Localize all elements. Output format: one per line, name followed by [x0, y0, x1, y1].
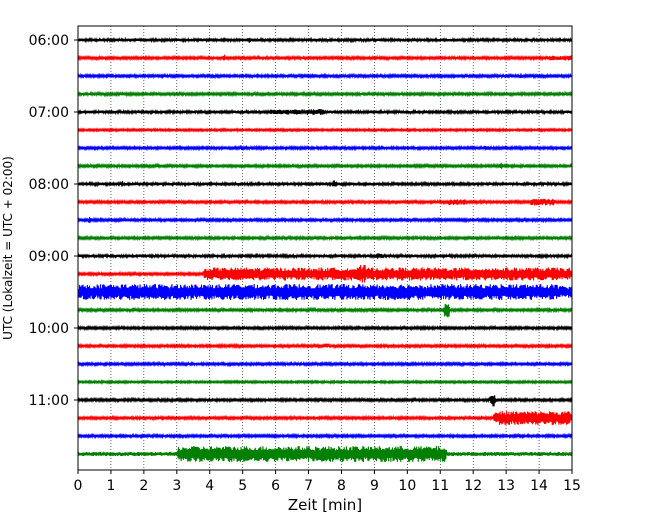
trace-row-12 — [77, 252, 573, 260]
trace-row-16 — [77, 324, 573, 332]
x-tick-label-9: 9 — [370, 478, 379, 494]
x-tick-label-8: 8 — [337, 478, 346, 494]
trace-row-5 — [77, 127, 573, 133]
trace-row-23 — [77, 445, 573, 462]
trace-row-2 — [77, 72, 573, 80]
x-tick-label-4: 4 — [205, 478, 214, 494]
y-tick-label-1: 07:00 — [29, 105, 69, 121]
x-tick-label-1: 1 — [106, 478, 115, 494]
y-tick-label-0: 06:00 — [29, 33, 69, 49]
y-axis-ticks: 06:00 07:00 08:00 09:00 10:00 11:00 — [29, 33, 78, 409]
x-tick-label-12: 12 — [464, 478, 482, 494]
x-tick-label-14: 14 — [530, 478, 548, 494]
x-tick-label-7: 7 — [304, 478, 313, 494]
trace-row-18 — [77, 360, 573, 368]
x-tick-label-15: 15 — [563, 478, 581, 494]
y-tick-label-3: 09:00 — [29, 249, 69, 265]
trace-row-0 — [77, 36, 573, 44]
y-axis-label: UTC (Lokalzeit = UTC + 02:00) — [1, 156, 15, 340]
trace-row-10 — [77, 216, 573, 224]
trace-row-8 — [77, 180, 573, 188]
x-tick-label-11: 11 — [431, 478, 449, 494]
x-tick-label-6: 6 — [271, 478, 280, 494]
trace-row-7 — [77, 162, 573, 170]
trace-row-1 — [77, 54, 573, 62]
x-tick-label-3: 3 — [172, 478, 181, 494]
x-tick-label-13: 13 — [497, 478, 515, 494]
trace-row-20 — [77, 395, 573, 407]
trace-row-9 — [77, 198, 573, 206]
y-tick-label-2: 08:00 — [29, 177, 69, 193]
trace-row-15 — [77, 303, 573, 318]
x-tick-label-5: 5 — [238, 478, 247, 494]
y-tick-label-5: 11:00 — [29, 393, 69, 409]
trace-row-22 — [77, 432, 573, 440]
trace-row-6 — [77, 144, 573, 152]
x-tick-label-0: 0 — [74, 478, 83, 494]
y-tick-label-4: 10:00 — [29, 321, 69, 337]
trace-row-21 — [77, 411, 573, 425]
plot-frame — [77, 25, 573, 471]
trace-row-13 — [77, 265, 573, 283]
trace-row-3 — [77, 90, 573, 98]
x-axis-ticks: 0 1 2 3 4 5 6 7 8 9 10 11 12 13 14 15 — [74, 470, 581, 494]
trace-row-19 — [77, 378, 573, 386]
trace-row-4 — [77, 108, 573, 116]
trace-row-14 — [77, 283, 573, 301]
x-tick-label-10: 10 — [398, 478, 416, 494]
x-axis-label: Zeit [min] — [288, 496, 362, 514]
trace-row-17 — [77, 342, 573, 350]
trace-row-11 — [77, 234, 573, 242]
trace-group — [77, 36, 573, 462]
vertical-gridlines — [110, 26, 540, 470]
x-tick-label-2: 2 — [139, 478, 148, 494]
